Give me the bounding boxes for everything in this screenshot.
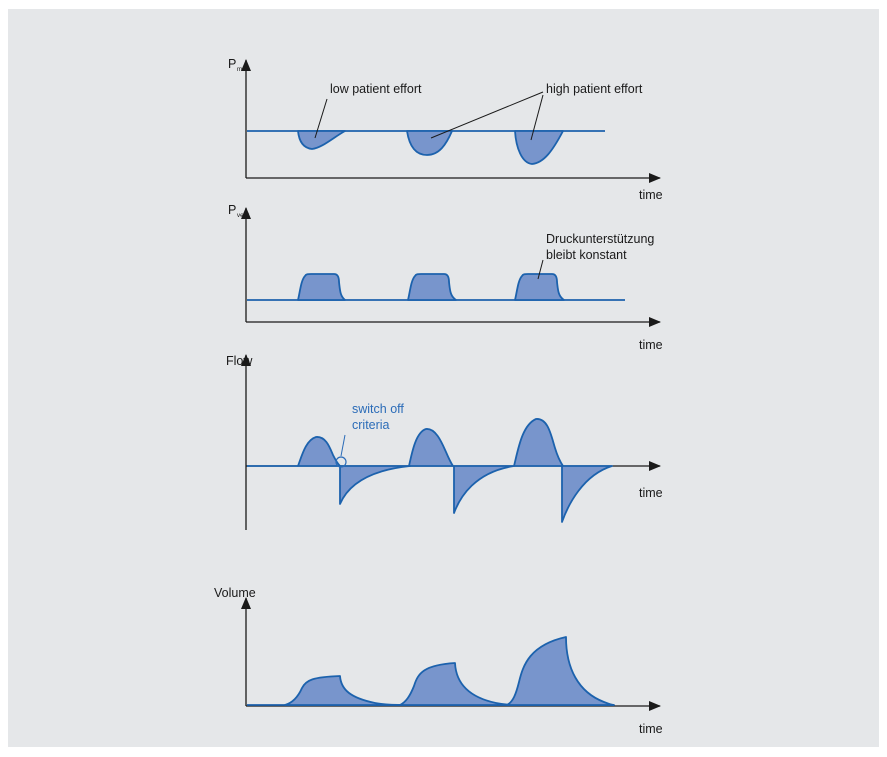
- flow-expiration-2: [453, 465, 515, 514]
- volume-panel: Volume time: [214, 586, 663, 736]
- annotation-criteria: criteria: [352, 418, 390, 432]
- pmus-time-label: time: [639, 188, 663, 202]
- leader-low-effort: [314, 98, 328, 139]
- pmus-high-effort-dip-2: [406, 130, 453, 156]
- flow-expiration-3: [561, 465, 613, 523]
- volume-y-label: Volume: [214, 586, 256, 600]
- volume-time-label: time: [639, 722, 663, 736]
- volume-breath-3: [506, 636, 615, 706]
- leader-switch-off: [340, 434, 346, 457]
- leader-pressure-support: [537, 259, 544, 280]
- leader-high-effort-2: [430, 91, 544, 139]
- pvent-panel: Pvent time Druckunterstützung bleibt kon…: [228, 203, 663, 352]
- leader-high-effort-3: [530, 94, 544, 141]
- pmus-y-label: Pmus: [228, 57, 250, 73]
- flow-inspiration-1: [297, 436, 341, 467]
- pvent-pulse-2: [407, 273, 457, 301]
- flow-inspiration-2: [408, 428, 454, 467]
- annotation-switch-off: switch off: [352, 402, 404, 416]
- pvent-pulse-1: [297, 273, 346, 301]
- volume-breath-1: [284, 675, 406, 706]
- flow-expiration-1: [339, 465, 411, 505]
- annotation-bleibt-konstant: bleibt konstant: [546, 248, 627, 262]
- volume-breath-2: [399, 662, 517, 706]
- pmus-high-effort-dip-3: [514, 130, 564, 165]
- annotation-low-patient-effort: low patient effort: [330, 82, 422, 96]
- flow-panel: Flow time switch off criteria: [226, 354, 663, 530]
- pmus-panel: Pmus time low patient effort high patien…: [228, 57, 663, 202]
- annotation-druckunterstuetzung: Druckunterstützung: [546, 232, 654, 246]
- flow-inspiration-3: [513, 418, 564, 467]
- annotation-high-patient-effort: high patient effort: [546, 82, 643, 96]
- pvent-pulse-3: [514, 273, 565, 301]
- pvent-time-label: time: [639, 338, 663, 352]
- pvent-y-label: Pvent: [228, 203, 249, 219]
- switch-off-marker: [335, 456, 347, 468]
- flow-time-label: time: [639, 486, 663, 500]
- flow-y-label: Flow: [226, 354, 253, 368]
- pmus-low-effort-dip: [297, 130, 346, 150]
